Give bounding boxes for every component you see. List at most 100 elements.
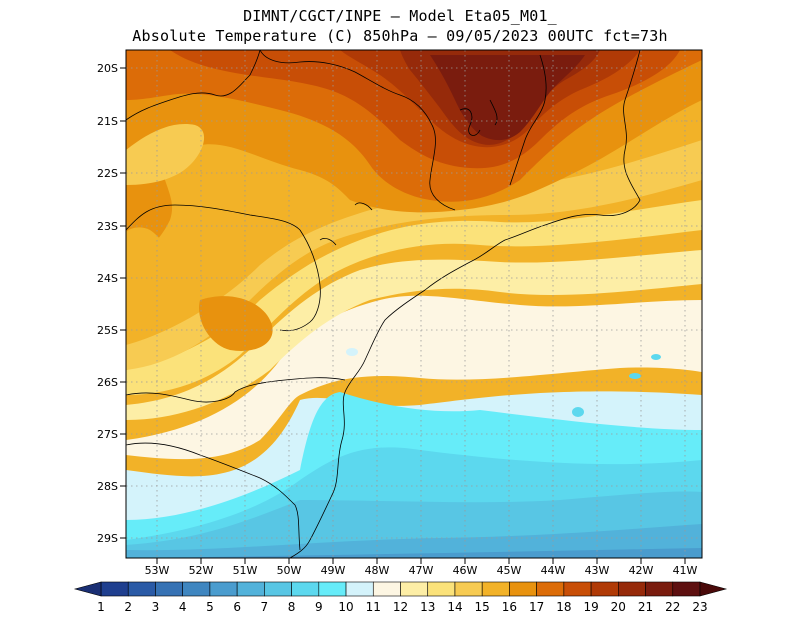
colorbar-swatch (427, 581, 456, 597)
field-band-22 (430, 55, 585, 141)
colorbar-swatch (318, 581, 347, 597)
state-border-sp-mg (259, 50, 456, 211)
colorbar-swatch (372, 581, 401, 597)
lon-label: 53W (145, 564, 170, 577)
colorbar-label: 22 (665, 600, 680, 614)
colorbar-label: 19 (583, 600, 598, 614)
lat-label: 23S (97, 220, 118, 233)
colorbar-swatch (236, 581, 265, 597)
colorbar-swatch (481, 581, 510, 597)
colorbar: 1 2 3 4 5 6 7 8 9 10 11 12 13 14 15 16 17 18 19 20 21 22 23 (73, 581, 728, 614)
colorbar-label: 17 (529, 600, 544, 614)
colorbar-label: 23 (692, 600, 707, 614)
colorbar-swatch (127, 581, 156, 597)
colorbar-swatch (182, 581, 211, 597)
reservoir-lines (459, 99, 498, 136)
field-speck-3 (651, 354, 661, 360)
colorbar-swatch (590, 581, 619, 597)
colorbar-swatch (345, 581, 374, 597)
river-lines (319, 202, 373, 246)
colorbar-swatch (264, 581, 292, 597)
colorbar-label: 14 (447, 600, 462, 614)
field-pocket-west-3 (126, 124, 205, 185)
map-frame (125, 49, 703, 559)
state-border-sc-rs (126, 442, 301, 551)
chart-title-line1: DIMNT/CGCT/INPE — Model Eta05_M01_ (243, 7, 557, 25)
colorbar-label: 3 (152, 600, 160, 614)
state-border-pr-sc (126, 377, 346, 403)
lon-label: 44W (541, 564, 566, 577)
lon-label: 47W (409, 564, 434, 577)
field-band-14 (126, 200, 702, 395)
colorbar-label: 1 (97, 600, 105, 614)
field-speck-1 (572, 407, 584, 417)
colorbar-label: 11 (366, 600, 381, 614)
colorbar-swatch (536, 581, 565, 597)
lat-label: 24S (97, 272, 118, 285)
lat-label: 27S (97, 428, 118, 441)
colorbar-swatch (291, 581, 320, 597)
lat-label: 28S (97, 480, 118, 493)
colorbar-label: 6 (233, 600, 241, 614)
state-border-mg-rj (509, 54, 547, 186)
coastline-icon (126, 50, 641, 558)
colorbar-label: 5 (206, 600, 214, 614)
lat-label: 20S (97, 62, 118, 75)
field-pocket-west-2 (199, 296, 273, 351)
colorbar-swatch (454, 581, 483, 597)
temperature-field (126, 50, 702, 558)
lon-label: 41W (673, 564, 698, 577)
lon-label: 46W (453, 564, 478, 577)
field-speck-2 (629, 373, 641, 379)
axis-ticks (120, 67, 686, 564)
colorbar-swatch (155, 581, 183, 597)
colorbar-label: 2 (124, 600, 132, 614)
colorbar-label: 7 (261, 600, 269, 614)
field-band-12 (126, 295, 702, 460)
lat-label: 29S (97, 532, 118, 545)
lon-label: 52W (189, 564, 214, 577)
colorbar-min-triangle (73, 581, 102, 597)
colorbar-swatch (509, 581, 537, 597)
lat-labels: 20S 21S 22S 23S 24S 25S 26S 27S 28S 29S (97, 62, 118, 545)
chart-title-line2: Absolute Temperature (C) 850hPa — 09/05/… (132, 27, 668, 45)
colorbar-label: 8 (288, 600, 296, 614)
colorbar-swatch (672, 581, 701, 597)
grid-lines-icon (126, 50, 702, 558)
lon-label: 43W (585, 564, 610, 577)
state-border-ms-sp (126, 50, 261, 121)
coastline-path (289, 50, 641, 558)
colorbar-label: 4 (179, 600, 187, 614)
lon-label: 49W (321, 564, 346, 577)
colorbar-label: 13 (420, 600, 435, 614)
colorbar-max-triangle (699, 581, 728, 597)
colorbar-label: 10 (338, 600, 353, 614)
colorbar-label: 12 (393, 600, 408, 614)
colorbar-label: 21 (638, 600, 653, 614)
lon-label: 42W (629, 564, 654, 577)
lon-label: 51W (233, 564, 258, 577)
field-band-7 (126, 524, 702, 558)
colorbar-swatch (100, 581, 129, 597)
colorbar-label: 15 (475, 600, 490, 614)
colorbar-swatch (563, 581, 592, 597)
colorbar-label: 9 (315, 600, 323, 614)
field-band-15 (126, 140, 702, 370)
state-border-pr-sp (126, 204, 321, 332)
colorbar-swatch (209, 581, 238, 597)
lon-label: 50W (277, 564, 302, 577)
lon-labels: 53W 52W 51W 50W 49W 48W 47W 46W 45W 44W … (145, 564, 698, 577)
field-pocket-west-1 (126, 227, 172, 330)
lat-label: 25S (97, 324, 118, 337)
field-speck-4 (346, 348, 358, 356)
colorbar-label: 20 (611, 600, 626, 614)
lon-label: 48W (365, 564, 390, 577)
colorbar-label: 16 (502, 600, 517, 614)
lat-label: 26S (97, 376, 118, 389)
field-band-6 (126, 548, 702, 558)
colorbar-swatch (618, 581, 646, 597)
lat-label: 21S (97, 115, 118, 128)
lon-label: 45W (497, 564, 522, 577)
colorbar-swatch (645, 581, 674, 597)
